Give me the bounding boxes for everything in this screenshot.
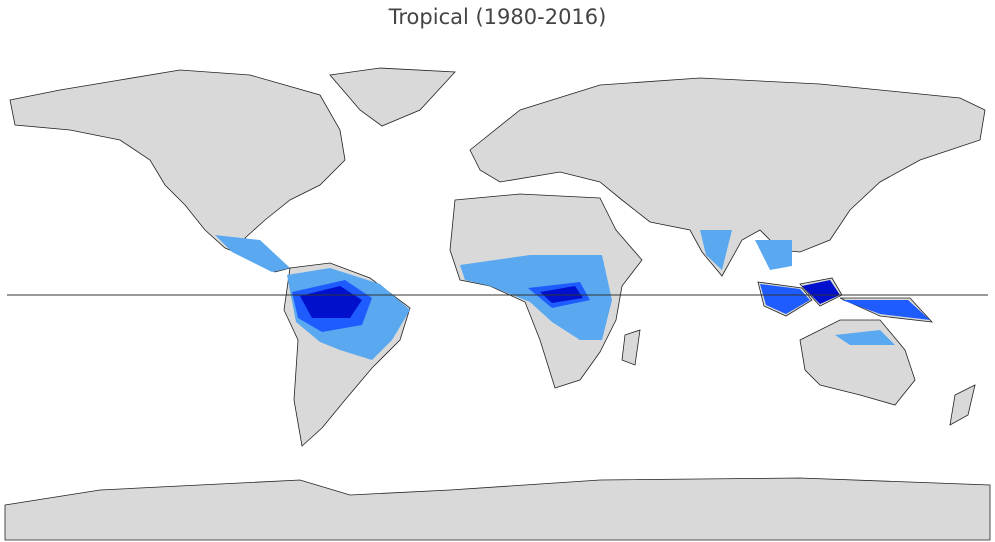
map-title: Tropical (1980-2016) xyxy=(388,5,607,29)
tropical-zone xyxy=(215,230,930,360)
land xyxy=(4,67,991,541)
